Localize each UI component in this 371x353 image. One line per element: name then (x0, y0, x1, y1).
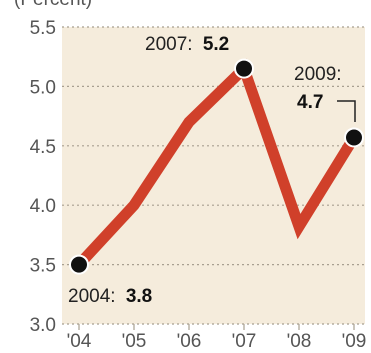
y-tick-label: 3.5 (30, 256, 56, 277)
annotation-2007: 2007: 5.2 (145, 34, 229, 55)
annotation-2004-label: 2004: (68, 286, 116, 307)
y-tick-label: 3.0 (30, 315, 56, 336)
gridlines (62, 26, 365, 325)
y-tick-label: 5.5 (30, 18, 56, 39)
header-fragment: (Percent) (14, 0, 92, 10)
point-markers (69, 58, 364, 275)
y-axis-ticks: 3.0 3.5 4.0 4.5 5.0 5.5 (30, 18, 56, 336)
annotation-2004: 2004: 3.8 (68, 286, 152, 307)
x-tick-label: '09 (342, 331, 367, 352)
annotation-2009-value: 4.7 (297, 92, 323, 113)
point-marker-09 (344, 127, 364, 148)
plot-background (62, 27, 365, 324)
annotation-2007-value: 5.2 (203, 34, 229, 55)
x-tick-label: '07 (232, 331, 257, 352)
x-tick-label: '08 (287, 331, 312, 352)
point-marker-07 (234, 58, 254, 79)
y-tick-label: 4.5 (30, 137, 56, 158)
annotation-2007-label: 2007: (145, 34, 193, 55)
x-tick-label: '04 (67, 331, 92, 352)
x-tick-label: '05 (122, 331, 147, 352)
point-marker-04 (69, 254, 89, 275)
annotation-2009-leader (337, 100, 356, 122)
annotation-2004-value: 3.8 (126, 286, 152, 307)
x-axis-ticks: '04 '05 '06 '07 '08 '09 (67, 324, 367, 352)
annotation-2009-label: 2009: (294, 64, 342, 85)
x-tick-label: '06 (177, 331, 202, 352)
y-tick-label: 5.0 (30, 77, 56, 98)
series-line (74, 58, 359, 269)
y-tick-label: 4.0 (30, 196, 56, 217)
